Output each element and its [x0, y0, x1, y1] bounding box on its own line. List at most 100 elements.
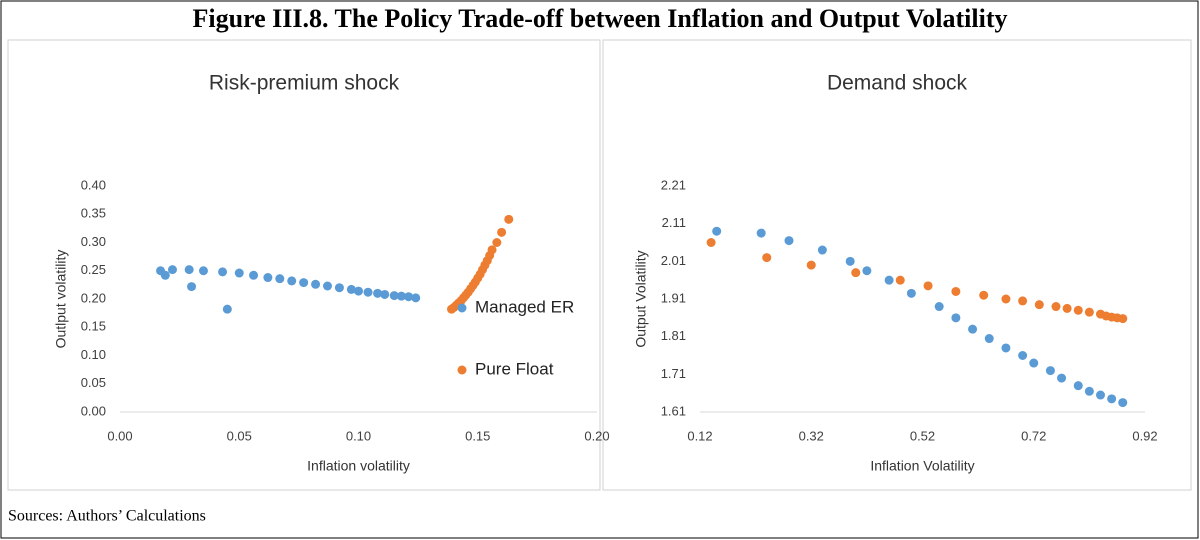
- scatter-point: [784, 236, 794, 246]
- y-tick-label: 1.61: [661, 403, 686, 418]
- scatter-point: [187, 282, 197, 292]
- scatter-point: [1062, 303, 1072, 313]
- scatter-point: [895, 275, 905, 285]
- x-axis-title: Inflation volatility: [307, 458, 410, 474]
- scatter-point: [1084, 386, 1094, 396]
- x-tick-label: 0.32: [799, 428, 824, 443]
- scatter-point: [1029, 358, 1039, 368]
- x-tick-label: 0.10: [346, 428, 371, 443]
- scatter-point: [504, 214, 514, 224]
- scatter-point: [234, 268, 244, 278]
- scatter-point: [222, 304, 232, 314]
- scatter-point: [951, 313, 961, 323]
- scatter-point: [380, 289, 390, 299]
- scatter-point: [363, 287, 373, 297]
- x-axis-title: Inflation Volatility: [870, 458, 974, 474]
- y-tick-label: 0.20: [81, 290, 106, 305]
- scatter-point: [404, 292, 414, 302]
- scatter-point: [1057, 373, 1067, 383]
- legend-marker: [457, 303, 467, 313]
- y-axis-title: Output Volatility: [633, 250, 649, 347]
- scatter-point: [1073, 305, 1083, 315]
- scatter-point: [497, 227, 507, 237]
- scatter-point: [346, 284, 356, 294]
- scatter-point: [411, 293, 421, 303]
- y-tick-label: 0.30: [81, 234, 106, 249]
- scatter-point: [1001, 343, 1011, 353]
- scatter-point: [968, 324, 978, 334]
- panel-frame: [7, 39, 601, 491]
- scatter-point: [249, 270, 259, 280]
- legend-marker: [457, 365, 467, 375]
- y-tick-label: 1.91: [661, 290, 686, 305]
- scatter-point: [1045, 366, 1055, 376]
- panel-frame: [602, 39, 1192, 491]
- x-tick-label: 0.92: [1132, 428, 1157, 443]
- scatter-point: [884, 275, 894, 285]
- x-tick-label: 0.15: [465, 428, 490, 443]
- scatter-point: [712, 226, 722, 236]
- scatter-point: [396, 291, 406, 301]
- x-tick-label: 0.12: [687, 428, 712, 443]
- scatter-point: [1051, 302, 1061, 312]
- x-tick-label: 0.00: [107, 428, 132, 443]
- panel-title: Risk-premium shock: [209, 72, 400, 95]
- x-tick-label: 0.72: [1021, 428, 1046, 443]
- y-tick-label: 1.81: [661, 328, 686, 343]
- y-tick-label: 0.10: [81, 347, 106, 362]
- source-note: Sources: Authors’ Calculations: [8, 508, 206, 525]
- y-tick-label: 2.21: [661, 177, 686, 192]
- scatter-point: [1073, 381, 1083, 391]
- scatter-point: [492, 238, 502, 247]
- panel-title: Demand shock: [827, 72, 968, 95]
- scatter-point: [845, 256, 855, 266]
- scatter-point: [1034, 300, 1044, 310]
- scatter-point: [287, 276, 297, 286]
- scatter-point: [334, 283, 344, 293]
- scatter-point: [354, 286, 363, 296]
- scatter-point: [851, 268, 861, 278]
- scatter-point: [218, 267, 228, 277]
- y-tick-label: 2.11: [662, 215, 686, 230]
- scatter-point: [275, 274, 285, 284]
- scatter-point: [1118, 398, 1128, 408]
- y-tick-label: 2.01: [661, 253, 686, 268]
- scatter-point: [198, 266, 208, 276]
- scatter-point: [1107, 394, 1117, 404]
- y-tick-label: 0.25: [81, 262, 106, 277]
- y-tick-label: 0.15: [81, 319, 106, 334]
- scatter-point: [979, 290, 989, 300]
- y-tick-label: 0.35: [81, 206, 106, 221]
- scatter-point: [862, 266, 872, 276]
- figure-title: Figure III.8. The Policy Trade-off betwe…: [193, 4, 1008, 33]
- y-tick-label: 1.71: [661, 366, 686, 381]
- scatter-point: [1001, 294, 1011, 304]
- y-tick-label: 0.05: [81, 375, 106, 390]
- scatter-point: [263, 273, 273, 283]
- scatter-point: [299, 278, 309, 288]
- x-tick-label: 0.05: [227, 428, 252, 443]
- x-tick-label: 0.20: [584, 428, 609, 443]
- scatter-point: [762, 253, 772, 263]
- legend-label: Pure Float: [475, 359, 554, 378]
- x-tick-label: 0.52: [910, 428, 935, 443]
- y-tick-label: 0.00: [81, 403, 106, 418]
- scatter-point: [322, 281, 332, 291]
- scatter-point: [184, 265, 194, 275]
- scatter-point: [1018, 351, 1028, 360]
- scatter-point: [1084, 307, 1094, 317]
- scatter-point: [984, 334, 994, 344]
- scatter-point: [1096, 390, 1105, 400]
- scatter-point: [934, 302, 944, 312]
- scatter-point: [951, 286, 961, 296]
- scatter-point: [706, 238, 716, 247]
- scatter-point: [817, 245, 827, 255]
- scatter-point: [1018, 296, 1028, 306]
- legend-label: Managed ER: [475, 297, 574, 316]
- scatter-point: [923, 281, 933, 291]
- scatter-point: [806, 260, 816, 270]
- y-axis-title: Outlput volatility: [53, 250, 69, 349]
- scatter-point: [373, 288, 383, 298]
- scatter-point: [167, 265, 177, 275]
